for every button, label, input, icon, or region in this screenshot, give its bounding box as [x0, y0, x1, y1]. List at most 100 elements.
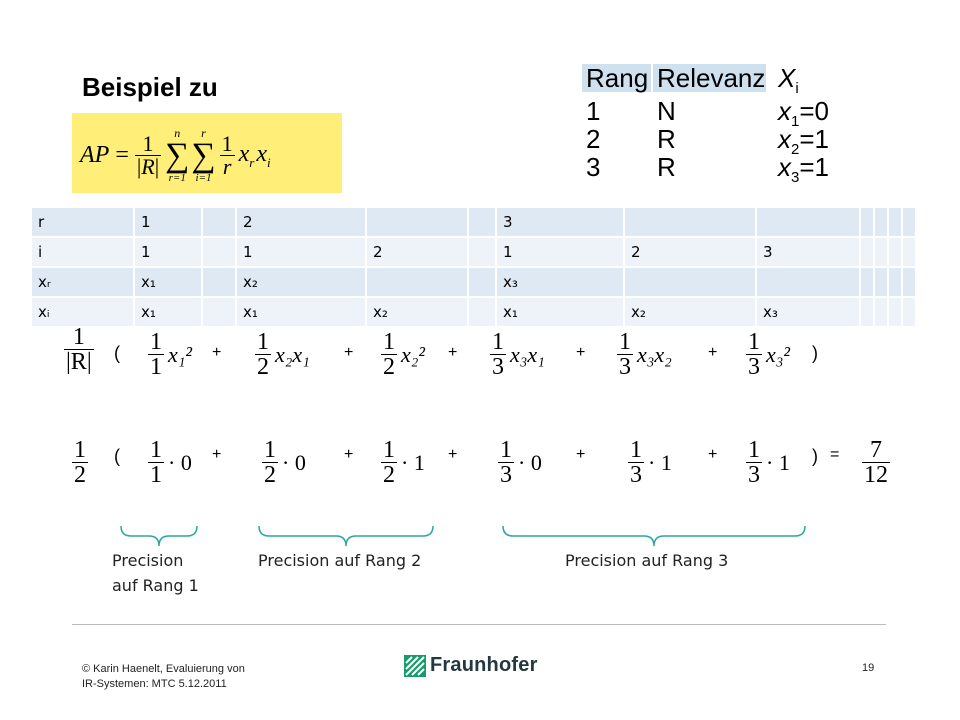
table-cell: xᵢ [30, 296, 135, 328]
table-cell [467, 296, 497, 328]
table-cell [887, 206, 903, 238]
rel-header-relevanz-bg [653, 64, 766, 92]
plus-sign: + [448, 446, 458, 463]
page-number: 19 [862, 662, 875, 674]
rel-rang-3: 3 [586, 152, 601, 182]
fraunhofer-logo-icon [404, 654, 426, 677]
sum-r: n ∑ r=1 [165, 126, 190, 184]
plus-sign: + [344, 446, 354, 463]
table-cell: x₃ [755, 296, 861, 328]
table-cell [901, 266, 917, 298]
table-cell [873, 266, 889, 298]
rel-header-rang-bg [582, 64, 651, 92]
prefix-num: 1 [72, 324, 85, 350]
footer-line-2: IR-Systemen: MTC 5.12.2011 [82, 678, 227, 690]
table-cell: 1 [235, 236, 367, 268]
row2-equals: = [830, 446, 840, 463]
table-row-r: r 1 2 3 [30, 206, 917, 238]
table-cell: 1 [495, 236, 625, 268]
label-precision-rank-3: Precision auf Rang 3 [565, 551, 729, 570]
table-cell [859, 206, 875, 238]
x-i: xi [256, 140, 271, 170]
ap-formula: AP = 1 |R| n ∑ r=1 r ∑ i=1 1 r xr xi [72, 113, 342, 193]
prefix-den: 2 [74, 462, 86, 488]
table-cell [365, 266, 469, 298]
brace-rank-2 [258, 525, 434, 547]
prefix-num: 1 [74, 437, 86, 463]
table-cell: 2 [235, 206, 367, 238]
plus-sign: + [576, 446, 586, 463]
table-cell: x₂ [235, 266, 367, 298]
table-cell [859, 296, 875, 328]
plus-sign: + [708, 344, 718, 361]
table-cell [201, 296, 237, 328]
table-cell [873, 236, 889, 268]
row2-result: 7 12 [862, 437, 890, 488]
rel-x-3: x3=1 [778, 152, 829, 187]
table-cell: i [30, 236, 135, 268]
row1-prefix: 1 |R| [64, 325, 94, 374]
row1-open-paren: ( [114, 343, 120, 363]
footer-line-1: © Karin Haenelt, Evaluierung von [82, 663, 245, 675]
table-cell [901, 296, 917, 328]
table-cell: 2 [623, 236, 757, 268]
frac-num: 1 [142, 131, 154, 156]
table-cell: 2 [365, 236, 469, 268]
ap-lhs: AP [80, 142, 110, 168]
table-cell [859, 236, 875, 268]
footer-divider [72, 624, 886, 625]
row1-close-paren: ) [812, 343, 818, 363]
table-cell: x₂ [623, 296, 757, 328]
rel-header-relevanz: Relevanz [657, 63, 766, 93]
table-cell: 3 [755, 236, 861, 268]
table-cell [755, 206, 861, 238]
plus-sign: + [212, 446, 222, 463]
table-cell [467, 266, 497, 298]
table-cell [201, 266, 237, 298]
plus-sign: + [344, 344, 354, 361]
sum-i: r ∑ i=1 [191, 126, 216, 184]
rel-x-1: x1=0 [778, 96, 829, 131]
rel-relevanz-3: R [657, 152, 676, 182]
sum-upper-r: r [201, 126, 206, 140]
table-cell [201, 236, 237, 268]
table-cell [873, 206, 889, 238]
table-cell [755, 266, 861, 298]
table-cell [623, 266, 757, 298]
brace-rank-1 [120, 525, 198, 547]
table-cell [467, 236, 497, 268]
table-cell: 1 [133, 206, 203, 238]
table-cell [901, 236, 917, 268]
table-cell [901, 206, 917, 238]
plus-sign: + [212, 344, 222, 361]
table-cell [201, 206, 237, 238]
table-cell: xᵣ [30, 266, 135, 298]
one-over-R: 1 |R| [134, 131, 162, 179]
label-precision-rank-2: Precision auf Rang 2 [258, 551, 422, 570]
x-r: xr [238, 140, 255, 170]
table-cell: x₃ [495, 266, 625, 298]
table-cell [873, 296, 889, 328]
table-cell: x₁ [133, 266, 203, 298]
fraunhofer-logo: Fraunhofer [404, 654, 538, 677]
rel-rang-2: 2 [586, 124, 601, 154]
rel-rang-1: 1 [586, 96, 601, 126]
table-cell [859, 266, 875, 298]
label-precision-rank-1-line1: Precision [112, 551, 184, 570]
prefix-den: |R| [66, 349, 92, 375]
table-cell [365, 206, 469, 238]
rel-relevanz-1: N [657, 96, 676, 126]
table-cell [887, 236, 903, 268]
brace-rank-3 [502, 525, 806, 547]
table-cell [887, 266, 903, 298]
plus-sign: + [576, 344, 586, 361]
main-table: r 1 2 3 i 1 1 2 1 2 3 xᵣ x₁ x₂ x₃ [30, 206, 917, 328]
